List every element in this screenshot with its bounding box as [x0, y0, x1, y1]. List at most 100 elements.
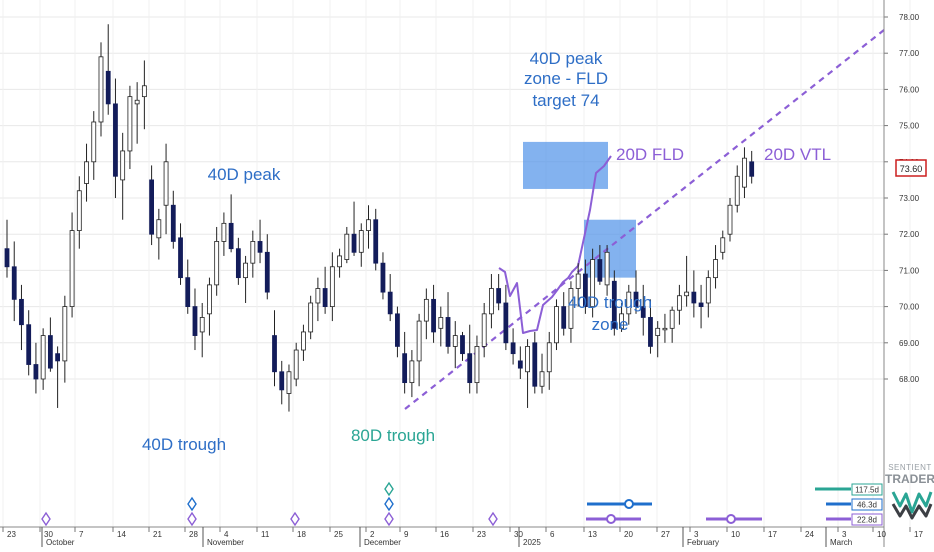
candle-bullish	[546, 342, 552, 373]
x-tick-label: 17	[914, 530, 923, 539]
projection-20d-b-target	[726, 514, 736, 524]
peak-zone-label-line1: 40D peak	[530, 49, 603, 68]
trough-80d-label: 80D trough	[351, 426, 435, 445]
candle-bearish	[26, 324, 32, 365]
y-tick-label: 72.00	[899, 230, 920, 239]
candle-bullish	[127, 96, 133, 152]
candle-bearish	[749, 161, 755, 177]
candle-bullish	[705, 277, 711, 304]
candle-bullish	[62, 306, 68, 362]
candle-bearish	[279, 371, 285, 391]
candle-bullish	[329, 266, 335, 307]
candle-bullish	[163, 161, 169, 206]
candle-bearish	[170, 204, 176, 242]
cycle-label-box-117	[851, 483, 883, 496]
candle-bullish	[423, 298, 429, 322]
fld-20d-label: 20D FLD	[616, 145, 684, 164]
candle-bullish	[156, 219, 162, 239]
cycle-label-46: 46.3d	[857, 501, 877, 510]
logo-mark-dark-icon	[891, 503, 933, 520]
candle-bearish	[185, 277, 191, 308]
cycle-markers	[41, 481, 851, 527]
candle-bullish	[626, 291, 632, 315]
candle-bearish	[633, 291, 639, 307]
x-tick-label: 3	[842, 530, 847, 539]
x-tick-label: 9	[404, 530, 409, 539]
candle-bullish	[91, 121, 97, 163]
candle-bullish	[554, 306, 559, 344]
x-tick-label: 24	[805, 530, 814, 539]
candle-bullish	[221, 222, 227, 242]
candle-bullish	[308, 302, 314, 333]
x-month-label: October	[46, 538, 75, 547]
x-tick-label: 11	[261, 530, 270, 539]
y-axis: 68.0069.0070.0071.0072.0073.0074.0075.00…	[883, 0, 920, 547]
x-tick-label: 13	[588, 530, 597, 539]
candle-bearish	[47, 335, 53, 369]
cycle-label-box-46	[851, 498, 883, 511]
candle-bearish	[11, 266, 17, 300]
candle-bearish	[322, 288, 328, 308]
candle-bullish	[525, 346, 530, 373]
x-axis: 23 30 7 14 21 28 4 11 18 25 2 9 16 23 30 6 13 20 27 3 10 17 24…	[0, 526, 923, 547]
x-month-label: December	[364, 538, 401, 547]
candle-bearish	[431, 298, 436, 333]
x-tick-label: 7	[79, 530, 84, 539]
candle-bullish	[575, 273, 581, 289]
candle-bearish	[698, 302, 704, 308]
x-tick-label: 28	[189, 530, 198, 539]
y-tick-label: 71.00	[899, 266, 920, 275]
y-tick-label: 76.00	[899, 85, 920, 94]
candle-bullish	[207, 284, 212, 315]
candle-bullish	[409, 360, 415, 384]
logo-mark-icon	[891, 491, 933, 514]
candle-bullish	[301, 331, 306, 351]
candle-bearish	[387, 291, 393, 315]
x-tick-label: 10	[877, 530, 886, 539]
x-tick-label: 21	[153, 530, 162, 539]
sentient-trader-logo: SENTIENT TRADER	[885, 463, 934, 520]
candle-bullish	[293, 349, 299, 380]
logo-text-line1: SENTIENT	[888, 463, 932, 472]
candle-bearish	[561, 306, 567, 329]
x-tick-label: 6	[550, 530, 555, 539]
x-month-label: 2025	[523, 538, 541, 547]
x-tick-label: 14	[117, 530, 126, 539]
x-month-label: March	[830, 538, 852, 547]
peak-40d-label: 40D peak	[208, 165, 281, 184]
x-tick-label: 3	[694, 530, 699, 539]
candle-bullish	[742, 157, 747, 188]
x-tick-label: 17	[768, 530, 777, 539]
candle-bullish	[141, 85, 147, 98]
y-tick-label: 69.00	[899, 339, 920, 348]
candle-bullish	[76, 190, 82, 231]
y-tick-label: 75.00	[899, 122, 920, 131]
candle-bullish	[214, 241, 220, 286]
y-tick-label: 70.00	[899, 303, 920, 312]
cycle-marker-80d	[384, 481, 394, 497]
candle-bullish	[713, 259, 718, 279]
candle-bearish	[648, 317, 653, 347]
candle-bearish	[264, 251, 270, 293]
candle-bearish	[4, 248, 10, 268]
x-tick-label: 4	[224, 530, 229, 539]
cycle-marker-40d	[384, 496, 394, 512]
candle-bearish	[445, 317, 451, 347]
trough-zone-label-line1: 40D trough	[568, 293, 652, 312]
candle-bullish	[243, 262, 248, 279]
candle-bullish	[727, 204, 733, 235]
candle-bullish	[474, 346, 480, 384]
x-month-label: November	[207, 538, 244, 547]
candle-bearish	[583, 273, 588, 307]
trough-zone-label-line2: zone	[592, 315, 629, 334]
y-tick-label: 73.00	[899, 194, 920, 203]
candle-bullish	[337, 255, 342, 268]
candle-bearish	[113, 103, 118, 177]
candle-bullish	[604, 251, 610, 286]
trough-40d-label: 40D trough	[142, 435, 226, 454]
cycle-marker-20d	[488, 511, 498, 527]
candle-bullish	[84, 161, 89, 184]
candle-bearish	[380, 262, 386, 293]
candle-bullish	[568, 288, 574, 329]
candle-bullish	[40, 335, 46, 380]
